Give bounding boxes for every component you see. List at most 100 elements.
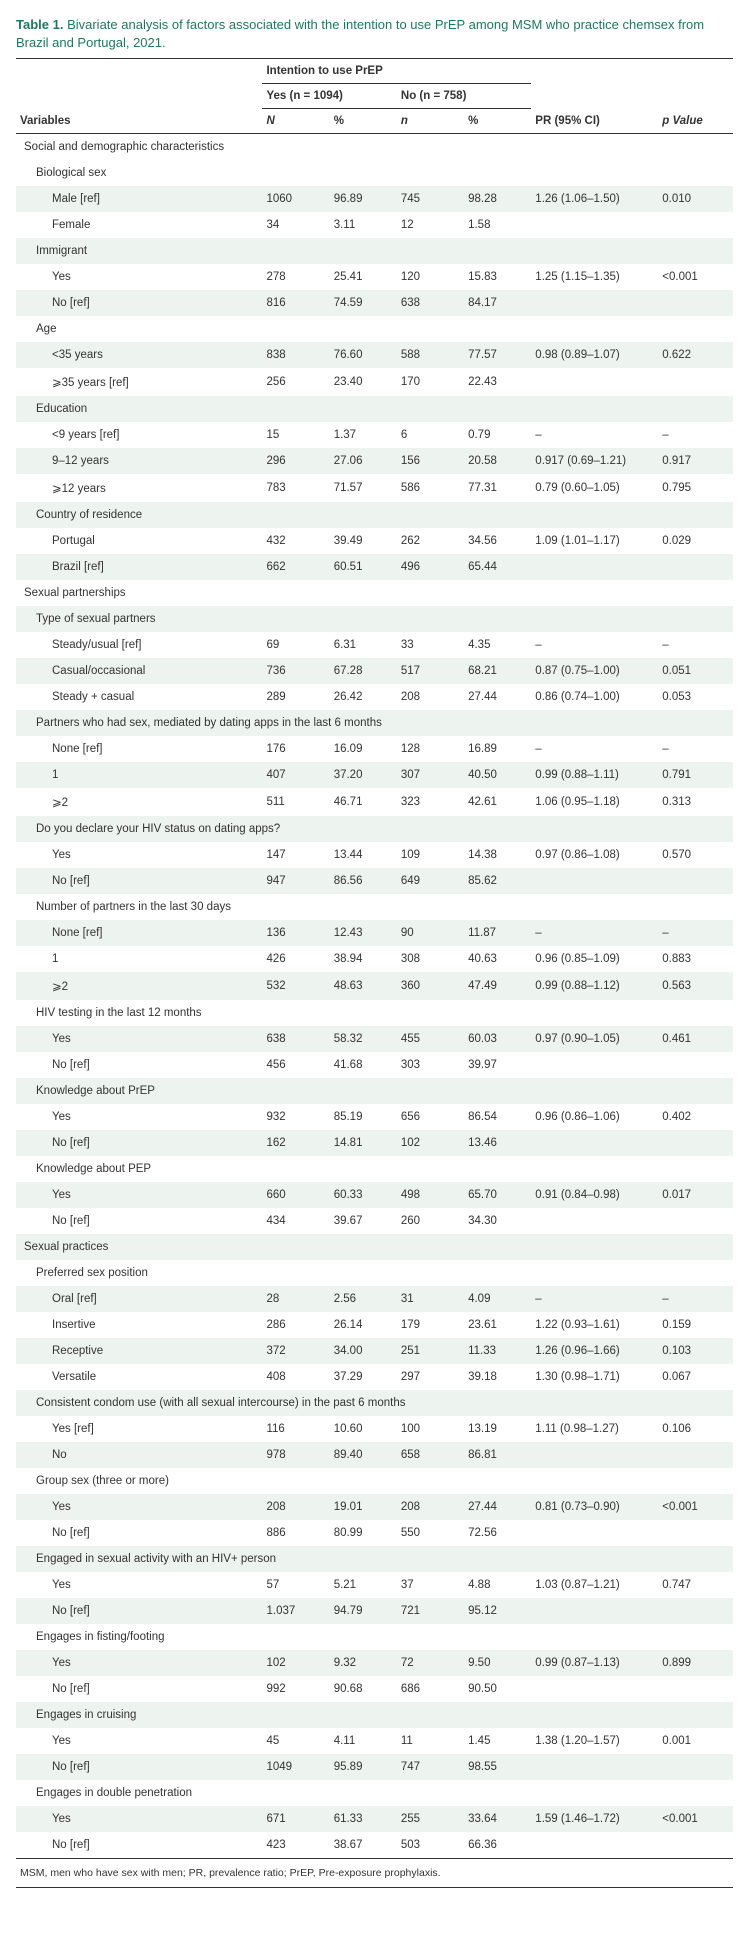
cell: Yes bbox=[16, 1104, 262, 1130]
cell: Casual/occasional bbox=[16, 658, 262, 684]
cell: 303 bbox=[397, 1052, 464, 1078]
table-row: Yes93285.1965686.540.96 (0.86–1.06)0.402 bbox=[16, 1104, 733, 1130]
cell: Yes bbox=[16, 1650, 262, 1676]
cell: 978 bbox=[262, 1442, 329, 1468]
cell: 60.51 bbox=[330, 554, 397, 580]
header-pct1: % bbox=[330, 109, 397, 134]
cell: 517 bbox=[397, 658, 464, 684]
cell: 100 bbox=[397, 1416, 464, 1442]
header-n: n bbox=[397, 109, 464, 134]
cell: 16.89 bbox=[464, 736, 531, 762]
header-yes: Yes (n = 1094) bbox=[262, 84, 396, 109]
cell: 660 bbox=[262, 1182, 329, 1208]
cell: 947 bbox=[262, 868, 329, 894]
cell: 86.54 bbox=[464, 1104, 531, 1130]
table-row: Yes27825.4112015.831.25 (1.15–1.35)<0.00… bbox=[16, 264, 733, 290]
table-row: No [ref]43439.6726034.30 bbox=[16, 1208, 733, 1234]
table-row: Preferred sex position bbox=[16, 1260, 733, 1286]
cell: 4.11 bbox=[330, 1728, 397, 1754]
cell: 102 bbox=[397, 1130, 464, 1156]
cell: 37 bbox=[397, 1572, 464, 1598]
cell: – bbox=[531, 736, 658, 762]
cell: <0.001 bbox=[658, 1806, 733, 1832]
cell: 686 bbox=[397, 1676, 464, 1702]
table-row: Yes14713.4410914.380.97 (0.86–1.08)0.570 bbox=[16, 842, 733, 868]
title-rest: Bivariate analysis of factors associated… bbox=[16, 17, 704, 50]
table-row: 140737.2030740.500.99 (0.88–1.11)0.791 bbox=[16, 762, 733, 788]
table-row: Yes1029.32729.500.99 (0.87–1.13)0.899 bbox=[16, 1650, 733, 1676]
cell: 39.18 bbox=[464, 1364, 531, 1390]
cell: 0.79 (0.60–1.05) bbox=[531, 474, 658, 502]
table-row: No [ref]104995.8974798.55 bbox=[16, 1754, 733, 1780]
cell: 90.68 bbox=[330, 1676, 397, 1702]
cell: 6 bbox=[397, 422, 464, 448]
table-row: No [ref]1.03794.7972195.12 bbox=[16, 1598, 733, 1624]
cell: Portugal bbox=[16, 528, 262, 554]
table-row: No97889.4065886.81 bbox=[16, 1442, 733, 1468]
table-row: Versatile40837.2929739.181.30 (0.98–1.71… bbox=[16, 1364, 733, 1390]
cell: 94.79 bbox=[330, 1598, 397, 1624]
cell: 588 bbox=[397, 342, 464, 368]
table-row: Engages in fisting/footing bbox=[16, 1624, 733, 1650]
cell: 65.44 bbox=[464, 554, 531, 580]
cell: 23.40 bbox=[330, 368, 397, 396]
cell: 120 bbox=[397, 264, 464, 290]
cell: No [ref] bbox=[16, 1130, 262, 1156]
cell: 41.68 bbox=[330, 1052, 397, 1078]
cell: Receptive bbox=[16, 1338, 262, 1364]
cell: 0.461 bbox=[658, 1026, 733, 1052]
cell: Versatile bbox=[16, 1364, 262, 1390]
table-row: Yes67161.3325533.641.59 (1.46–1.72)<0.00… bbox=[16, 1806, 733, 1832]
cell: 0.313 bbox=[658, 788, 733, 816]
cell: 72.56 bbox=[464, 1520, 531, 1546]
table-row: Country of residence bbox=[16, 502, 733, 528]
cell: 11.33 bbox=[464, 1338, 531, 1364]
cell: Yes bbox=[16, 1806, 262, 1832]
cell: No [ref] bbox=[16, 1832, 262, 1858]
table-row: Knowledge about PEP bbox=[16, 1156, 733, 1182]
cell: 0.899 bbox=[658, 1650, 733, 1676]
cell: 0.029 bbox=[658, 528, 733, 554]
cell: 4.88 bbox=[464, 1572, 531, 1598]
cell bbox=[531, 1676, 658, 1702]
cell: 10.60 bbox=[330, 1416, 397, 1442]
group-label: Preferred sex position bbox=[16, 1260, 733, 1286]
cell: 1.45 bbox=[464, 1728, 531, 1754]
cell: 4.35 bbox=[464, 632, 531, 658]
group-label: Type of sexual partners bbox=[16, 606, 733, 632]
cell: 1.22 (0.93–1.61) bbox=[531, 1312, 658, 1338]
table-row: No [ref]99290.6868690.50 bbox=[16, 1676, 733, 1702]
cell: 747 bbox=[397, 1754, 464, 1780]
cell: 783 bbox=[262, 474, 329, 502]
table-row: Oral [ref]282.56314.09–– bbox=[16, 1286, 733, 1312]
table-row: No [ref]94786.5664985.62 bbox=[16, 868, 733, 894]
cell: 57 bbox=[262, 1572, 329, 1598]
table-row: Education bbox=[16, 396, 733, 422]
cell: 98.55 bbox=[464, 1754, 531, 1780]
cell: 0.402 bbox=[658, 1104, 733, 1130]
table-row: Engages in cruising bbox=[16, 1702, 733, 1728]
table-row: Age bbox=[16, 316, 733, 342]
cell: No [ref] bbox=[16, 290, 262, 316]
cell: 25.41 bbox=[330, 264, 397, 290]
cell: 33 bbox=[397, 632, 464, 658]
cell: 550 bbox=[397, 1520, 464, 1546]
cell: 27.44 bbox=[464, 684, 531, 710]
table-row: HIV testing in the last 12 months bbox=[16, 1000, 733, 1026]
group-label: Engages in cruising bbox=[16, 1702, 733, 1728]
cell: 85.62 bbox=[464, 868, 531, 894]
table-row: No [ref]42338.6750366.36 bbox=[16, 1832, 733, 1858]
table-row: 142638.9430840.630.96 (0.85–1.09)0.883 bbox=[16, 946, 733, 972]
cell: 0.563 bbox=[658, 972, 733, 1000]
group-label: HIV testing in the last 12 months bbox=[16, 1000, 733, 1026]
cell: 80.99 bbox=[330, 1520, 397, 1546]
cell bbox=[531, 1442, 658, 1468]
table-row: Yes66060.3349865.700.91 (0.84–0.98)0.017 bbox=[16, 1182, 733, 1208]
cell: 16.09 bbox=[330, 736, 397, 762]
cell: 13.19 bbox=[464, 1416, 531, 1442]
group-label: Do you declare your HIV status on dating… bbox=[16, 816, 733, 842]
cell: 208 bbox=[397, 684, 464, 710]
cell: 72 bbox=[397, 1650, 464, 1676]
group-label: Education bbox=[16, 396, 733, 422]
cell: 0.99 (0.88–1.12) bbox=[531, 972, 658, 1000]
